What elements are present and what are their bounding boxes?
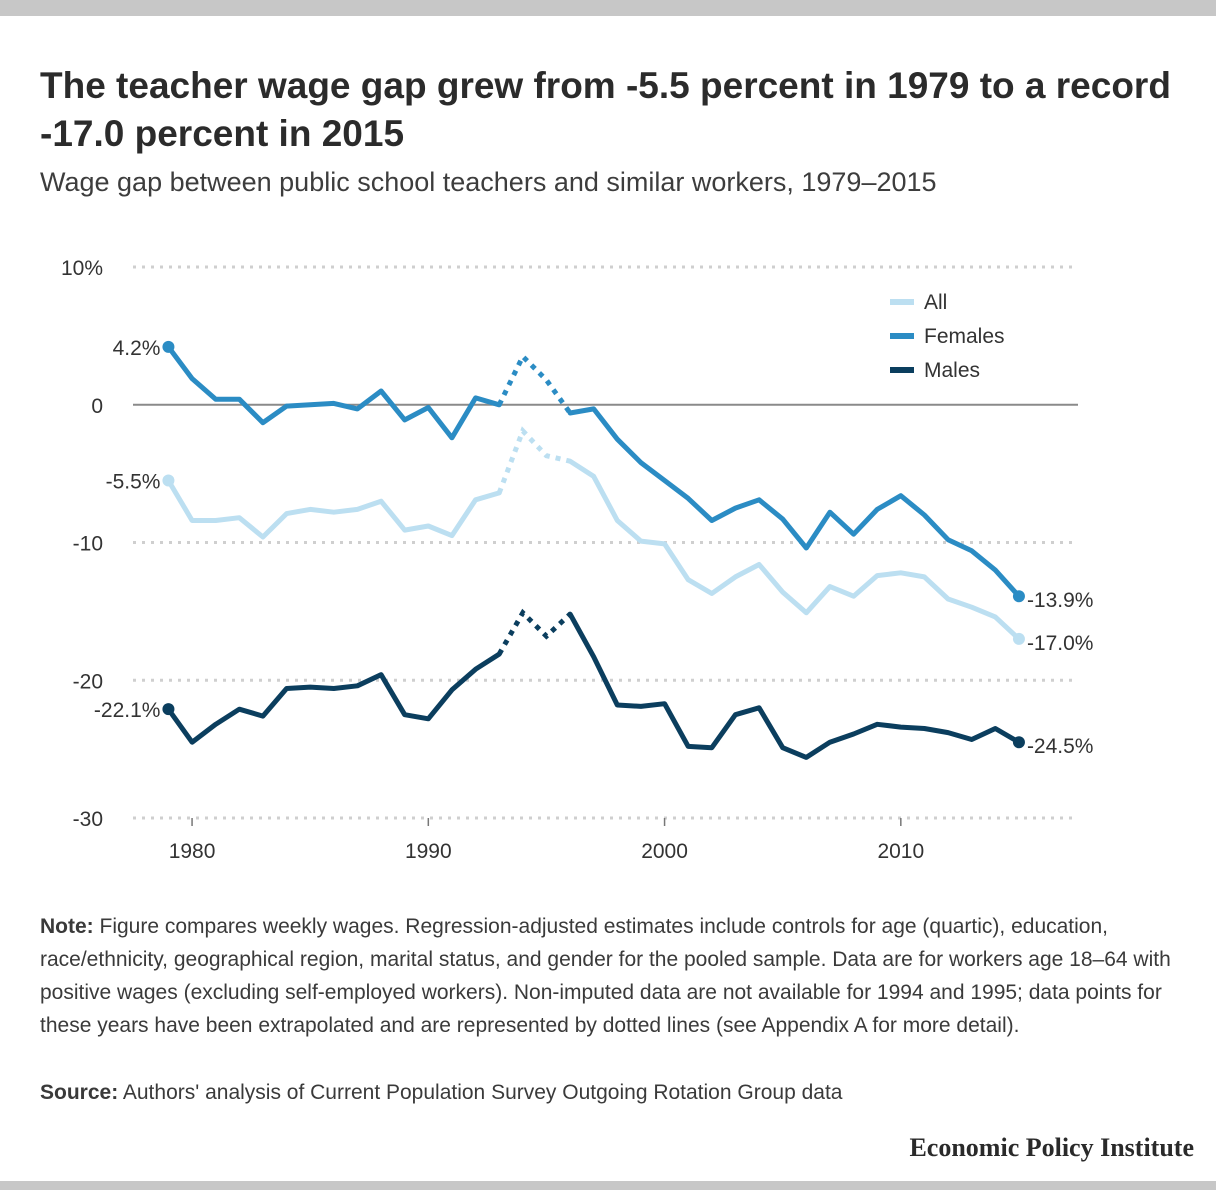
end-point-males (1012, 736, 1025, 749)
series-line-males (165, 651, 502, 745)
source-text: Authors' analysis of Current Population … (118, 1081, 843, 1104)
chart-note: Note: Figure compares weekly wages. Regr… (40, 910, 1180, 1042)
series-line-females (567, 406, 1022, 599)
start-label-males: -22.1% (94, 699, 161, 722)
bottom-border (0, 1181, 1216, 1190)
series-line-females (165, 344, 502, 441)
series-line-all (165, 478, 502, 540)
y-tick-label: 0 (91, 395, 103, 418)
source-label: Source: (40, 1081, 119, 1104)
chart-title: The teacher wage gap grew from -5.5 perc… (40, 65, 1171, 154)
end-label-all: -17.0% (1027, 632, 1094, 655)
end-label-males: -24.5% (1027, 735, 1094, 758)
x-tick-label: 1980 (169, 840, 216, 863)
series-dotted-all (496, 426, 571, 494)
chart-subtitle: Wage gap between public school teachers … (40, 167, 937, 197)
start-label-all: -5.5% (106, 471, 161, 494)
x-tick-label: 1990 (405, 840, 452, 863)
series-line-males (567, 611, 1022, 760)
line-chart: 10% 0 -10 -20 -30 1980 1990 2000 2010 -5.5% -17.0%… (61, 257, 1094, 863)
y-tick-label: 10% (61, 257, 103, 280)
start-point-all (162, 474, 175, 487)
y-tick-label: -30 (73, 808, 103, 831)
end-point-females (1012, 590, 1025, 603)
start-point-males (162, 703, 175, 716)
start-point-females (162, 340, 175, 353)
series-line-all (567, 458, 1022, 642)
start-label-females: 4.2% (113, 337, 161, 360)
y-tick-label: -20 (73, 670, 103, 693)
chart-source: Source: Authors' analysis of Current Pop… (40, 1081, 842, 1105)
end-label-females: -13.9% (1027, 589, 1094, 612)
legend-label: Males (924, 359, 980, 382)
series-dotted-males (497, 608, 572, 656)
top-border (0, 0, 1216, 16)
x-tick-label: 2000 (641, 840, 688, 863)
y-tick-label: -10 (73, 533, 103, 556)
end-point-all (1012, 632, 1025, 645)
note-label: Note: (40, 915, 94, 938)
legend-label: All (924, 291, 947, 314)
publisher-logo: Economic Policy Institute (909, 1133, 1194, 1162)
legend-label: Females (924, 325, 1005, 348)
note-text: Figure compares weekly wages. Regression… (40, 915, 1171, 1037)
x-tick-label: 2010 (877, 840, 924, 863)
series-dotted-females (496, 352, 573, 415)
